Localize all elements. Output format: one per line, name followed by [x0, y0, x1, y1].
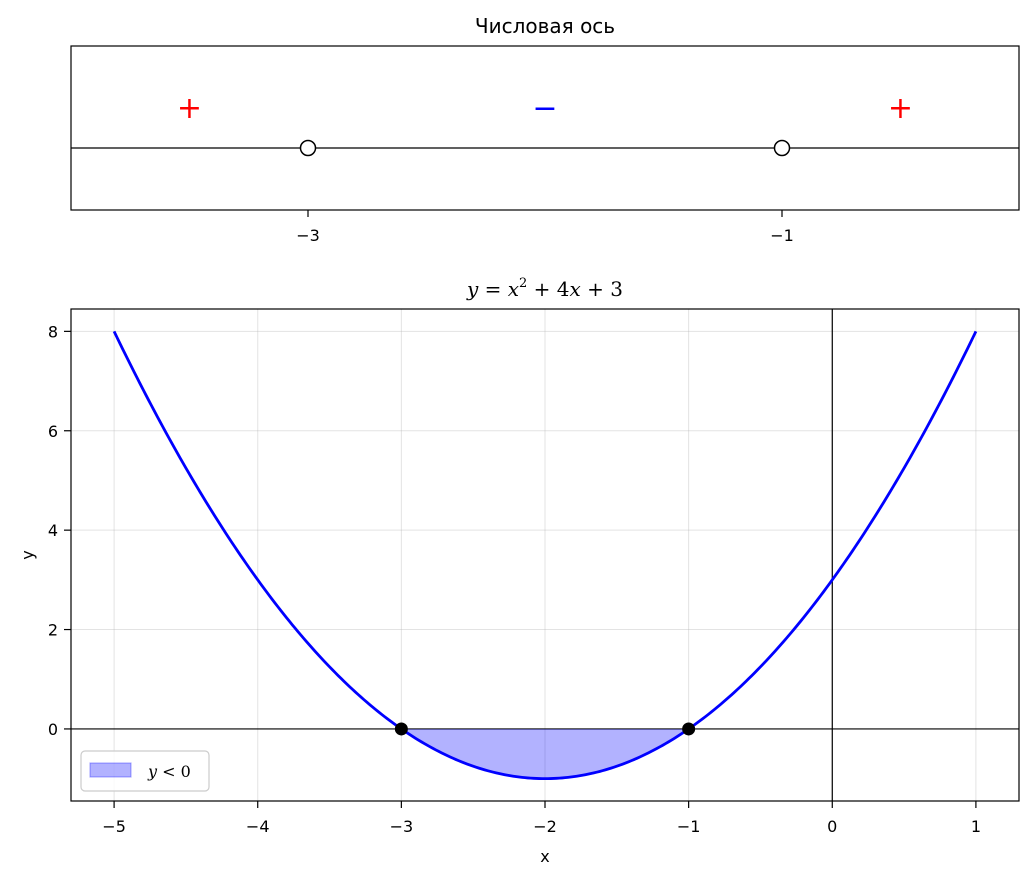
x-tick-label: −3 [390, 817, 414, 836]
title-const: + 3 [581, 277, 623, 301]
grid-lines [71, 309, 1019, 801]
x-tick-label: 1 [971, 817, 981, 836]
parabola-curve [112, 330, 978, 781]
y-tick-label: 8 [48, 322, 58, 341]
legend-label-var: y [147, 762, 158, 781]
y-axis-label: y [18, 550, 37, 559]
legend: y < 0 [80, 750, 210, 792]
parabola-plot-title: y = x2 + 4x + 3 [466, 276, 623, 301]
root-points [394, 722, 696, 736]
sign-label: − [532, 91, 557, 126]
title-rest: + 4 [527, 277, 569, 301]
x-tick-label: −5 [102, 817, 126, 836]
legend-label-rest: < 0 [157, 762, 191, 781]
x-axis-label: x [540, 847, 549, 866]
number-line-tick-label: −3 [296, 226, 320, 245]
negative-region-fill [401, 728, 689, 779]
x-tick-label: −1 [677, 817, 701, 836]
x-axis-ticks: −5 −4 −3 −2 −1 0 1 [102, 801, 981, 836]
title-y: y [466, 277, 479, 301]
title-x: x [508, 277, 519, 301]
y-tick-label: 4 [48, 521, 58, 540]
root-point [682, 722, 696, 736]
legend-label: y < 0 [147, 762, 191, 781]
number-line-open-point [773, 139, 791, 157]
title-exp: 2 [519, 276, 527, 291]
plot-frame [70, 308, 1020, 802]
x-tick-label: 0 [827, 817, 837, 836]
number-line-frame [70, 45, 1020, 211]
root-point [394, 722, 408, 736]
title-eq: = [478, 277, 507, 301]
y-tick-label: 2 [48, 621, 58, 640]
legend-box [80, 750, 210, 792]
legend-swatch [89, 762, 132, 778]
number-line-open-point [299, 139, 317, 157]
number-line-title: Числовая ось [475, 14, 615, 38]
number-line-points [299, 139, 791, 157]
number-line-panel: Числовая ось + − + −3 −1 [70, 14, 1020, 245]
sign-label: + [888, 91, 913, 126]
title-x2: x [570, 277, 581, 301]
y-tick-label: 0 [48, 720, 58, 739]
x-tick-label: −4 [246, 817, 270, 836]
sign-label: + [177, 91, 202, 126]
number-line-tick-label: −1 [770, 226, 794, 245]
x-tick-label: −2 [533, 817, 557, 836]
y-axis-ticks: 0 2 4 6 8 [48, 322, 71, 739]
number-line-signs: + − + [177, 91, 913, 126]
y-tick-label: 6 [48, 422, 58, 441]
number-line-ticks: −3 −1 [296, 210, 794, 245]
